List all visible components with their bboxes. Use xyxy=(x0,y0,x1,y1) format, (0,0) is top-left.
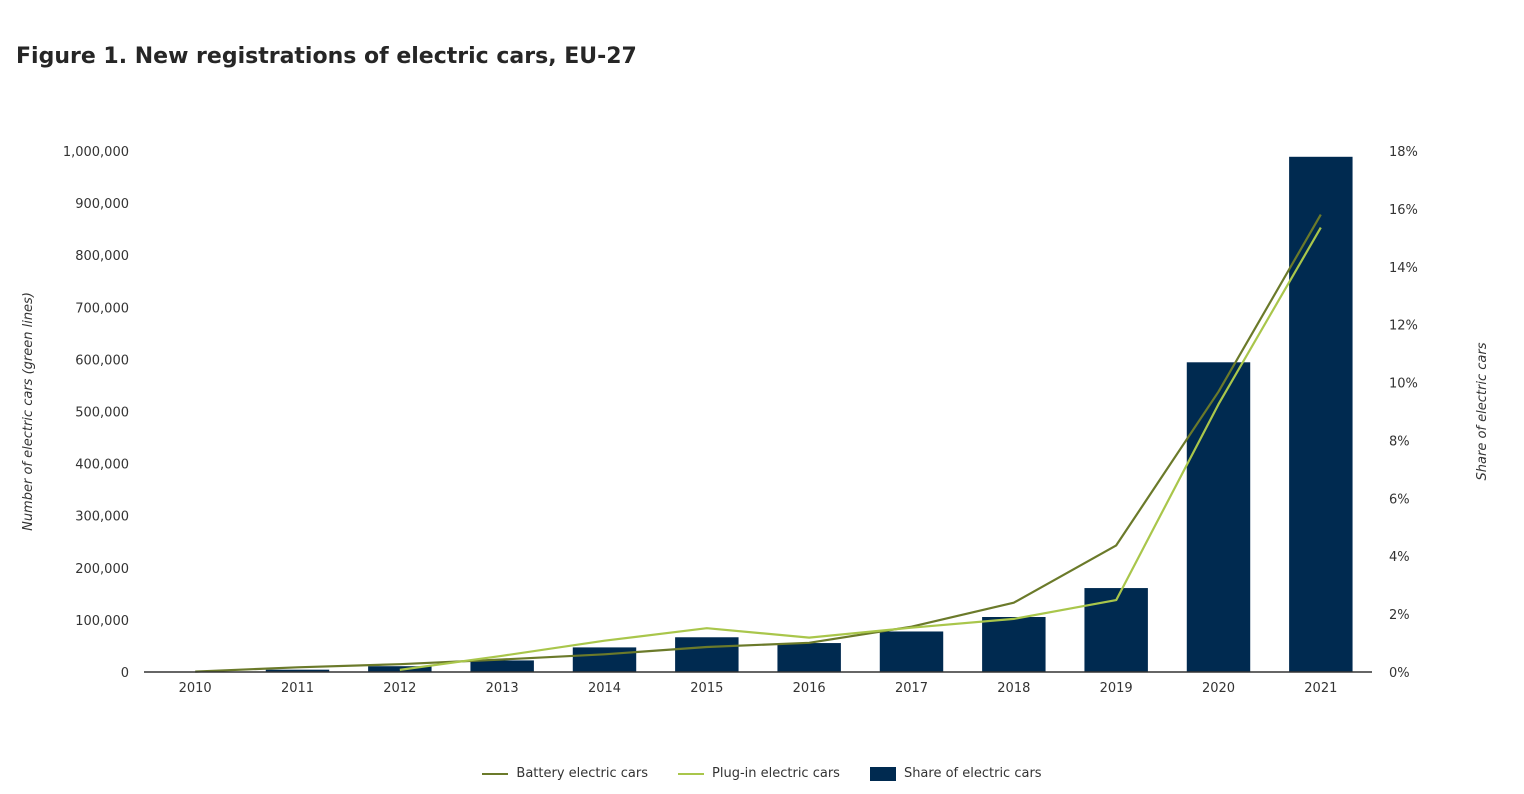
x-tick-label: 2011 xyxy=(281,681,314,696)
x-tick-label: 2013 xyxy=(486,681,519,696)
x-tick-label: 2020 xyxy=(1202,681,1235,696)
bar-share-2015[interactable] xyxy=(675,637,739,672)
y-tick-label: 900,000 xyxy=(75,197,129,212)
legend-label-share: Share of electric cars xyxy=(903,766,1042,781)
bar-share-2017[interactable] xyxy=(879,631,944,672)
bar-share-2021[interactable] xyxy=(1289,156,1353,673)
bar-share-2011[interactable] xyxy=(265,669,330,672)
legend-swatch-share xyxy=(869,766,896,781)
y-tick-label: 600,000 xyxy=(75,353,129,368)
y-tick-label: 0 xyxy=(121,666,129,681)
legend-label-plugin: Plug-in electric cars xyxy=(712,766,840,781)
x-tick-label: 2021 xyxy=(1304,681,1337,696)
y2-axis-title: Share of electric cars xyxy=(1475,342,1490,480)
x-tick-label: 2016 xyxy=(793,681,826,696)
y2-tick-label: 2% xyxy=(1389,608,1410,623)
y2-tick-label: 12% xyxy=(1389,319,1418,334)
y-tick-label: 500,000 xyxy=(75,406,129,421)
y2-tick-label: 4% xyxy=(1389,550,1410,565)
y2-tick-label: 10% xyxy=(1389,377,1418,392)
bar-share-2016[interactable] xyxy=(777,643,841,672)
line-battery[interactable] xyxy=(195,214,1322,673)
bar-share-2013[interactable] xyxy=(470,660,534,672)
y-tick-label: 1,000,000 xyxy=(63,145,129,160)
y-tick-label: 200,000 xyxy=(75,562,129,577)
x-tick-label: 2012 xyxy=(383,681,416,696)
legend-swatch-plugin xyxy=(678,772,704,775)
y2-tick-label: 6% xyxy=(1389,492,1410,507)
y-tick-label: 800,000 xyxy=(75,249,129,264)
bars-group xyxy=(265,156,1353,673)
y2-tick-label: 14% xyxy=(1389,261,1418,276)
legend: Battery electric cars Plug-in electric c… xyxy=(0,766,1524,781)
x-tick-label: 2014 xyxy=(588,681,621,696)
y2-tick-label: 0% xyxy=(1389,666,1410,681)
chart-title: Figure 1. New registrations of electric … xyxy=(16,44,637,69)
bar-share-2020[interactable] xyxy=(1186,362,1251,672)
y-tick-label: 100,000 xyxy=(75,614,129,629)
legend-swatch-battery xyxy=(482,772,509,775)
y2-tick-label: 8% xyxy=(1389,434,1410,449)
y-tick-label: 400,000 xyxy=(75,458,129,473)
y-axis-title: Number of electric cars (green lines) xyxy=(21,292,36,531)
legend-item-plugin[interactable]: Plug-in electric cars xyxy=(678,766,840,781)
legend-item-battery[interactable]: Battery electric cars xyxy=(482,766,648,781)
x-tick-label: 2010 xyxy=(179,681,212,696)
x-tick-label: 2018 xyxy=(997,681,1030,696)
x-tick-label: 2017 xyxy=(895,681,928,696)
bar-share-2018[interactable] xyxy=(982,617,1046,672)
legend-label-battery: Battery electric cars xyxy=(516,766,648,781)
right-axis-ticks: 0% 2% 4% 6% 8% 10% 12% 14% 16% 18% xyxy=(1389,145,1418,681)
left-axis-ticks: 0 100,000 200,000 300,000 400,000 500,000 600,… xyxy=(63,145,129,681)
bar-share-2019[interactable] xyxy=(1084,588,1148,672)
line-plugin[interactable] xyxy=(399,227,1322,671)
x-tick-label: 2015 xyxy=(690,681,723,696)
x-tick-label: 2019 xyxy=(1100,681,1133,696)
legend-item-share[interactable]: Share of electric cars xyxy=(869,766,1042,781)
x-axis-ticks: 2010 2011 2012 2013 2014 2015 2016 2017 2018 2019… xyxy=(179,681,1338,696)
y2-tick-label: 16% xyxy=(1389,203,1418,218)
lines-group xyxy=(195,214,1322,673)
y-tick-label: 300,000 xyxy=(75,510,129,525)
bar-share-2014[interactable] xyxy=(572,647,637,672)
y2-tick-label: 18% xyxy=(1389,145,1418,160)
y-tick-label: 700,000 xyxy=(75,301,129,316)
